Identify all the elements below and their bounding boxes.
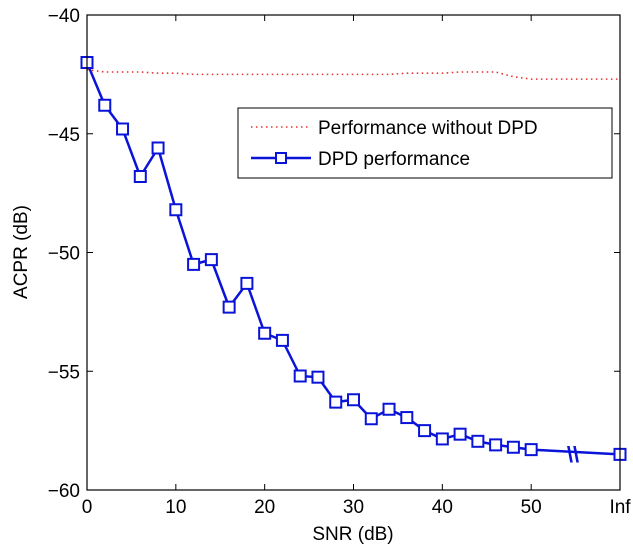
- x-axis-label: SNR (dB): [312, 524, 393, 545]
- dpd-point-marker: [116, 122, 130, 136]
- dpd-point-marker: [222, 300, 236, 314]
- series-line-no-dpd: [86, 68, 620, 80]
- x-tick-label: Inf: [609, 497, 631, 518]
- dpd-point-marker: [133, 170, 147, 183]
- legend-label-no-dpd: Performance without DPD: [318, 118, 538, 139]
- dpd-point-marker: [524, 443, 538, 457]
- dpd-point-marker: [151, 141, 165, 155]
- dpd-point-marker: [275, 333, 289, 347]
- x-tick-label: 30: [343, 497, 364, 518]
- y-tick-label: −45: [48, 125, 80, 146]
- y-axis-label: ACPR (dB): [11, 205, 32, 299]
- dpd-point-marker: [187, 257, 201, 271]
- dpd-point-marker: [418, 424, 432, 438]
- x-tick-label: 20: [254, 497, 275, 518]
- y-tick-label: −55: [48, 362, 80, 383]
- x-tick-label: 40: [432, 497, 453, 518]
- dpd-point-marker: [347, 393, 360, 407]
- plot-frame: [86, 14, 621, 491]
- dpd-point-marker: [329, 395, 343, 409]
- axis-break-marker: \\: [567, 442, 579, 467]
- dpd-point-marker: [169, 203, 183, 217]
- dpd-point-marker: [453, 427, 467, 441]
- dpd-point-marker: [98, 98, 112, 112]
- dpd-point-marker: [204, 253, 218, 267]
- dpd-point-marker: [293, 369, 307, 383]
- x-tick-label: 0: [82, 497, 93, 518]
- y-tick-label: −50: [48, 244, 80, 265]
- x-tick-label: 50: [521, 497, 542, 518]
- dpd-point-marker: [258, 326, 272, 340]
- legend-box: [237, 107, 613, 179]
- dpd-point-marker: [435, 432, 449, 446]
- plot-area: [87, 15, 620, 490]
- dpd-point-marker: [400, 411, 414, 425]
- dpd-point-marker: [471, 434, 485, 448]
- dpd-point-marker: [506, 440, 520, 454]
- legend-label-dpd: DPD performance: [318, 149, 470, 170]
- y-tick-label: −40: [48, 6, 80, 27]
- x-tick-label: 10: [165, 497, 186, 518]
- dpd-point-marker: [489, 438, 503, 452]
- dpd-point-marker: [382, 402, 396, 416]
- axis-tick-labels: 0 10 20 30 40 50 Inf −60 −55 −50 −45 −40: [48, 6, 632, 518]
- dpd-point-marker: [240, 276, 254, 290]
- legend: Performance without DPD DPD performance: [237, 107, 613, 179]
- dpd-point-marker: [364, 412, 378, 426]
- dpd-point-marker: [311, 370, 325, 384]
- y-tick-label: −60: [48, 481, 80, 502]
- legend-marker-dpd: [275, 152, 287, 164]
